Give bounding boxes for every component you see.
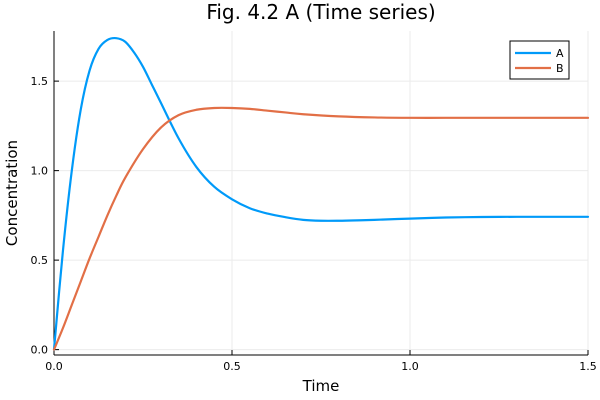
x-tick-label: 0.0	[45, 360, 63, 373]
y-tick-label: 0.5	[31, 254, 49, 267]
series-line-a	[52, 36, 590, 351]
y-tick-label: 1.5	[31, 75, 49, 88]
legend-label-b: B	[556, 62, 564, 75]
y-axis-label: Concentration	[3, 140, 21, 246]
axes	[53, 31, 588, 356]
x-ticks: 0.0 0.5 1.0 1.5	[45, 350, 597, 373]
x-tick-label: 0.5	[223, 360, 241, 373]
y-tick-label: 1.0	[31, 165, 49, 178]
y-ticks: 0.0 0.5 1.0 1.5	[31, 75, 59, 357]
y-tick-label: 0.0	[31, 344, 49, 357]
x-tick-label: 1.0	[401, 360, 419, 373]
legend: A B	[509, 40, 570, 80]
x-tick-label: 1.5	[579, 360, 597, 373]
legend-box	[509, 40, 570, 80]
legend-label-a: A	[556, 47, 564, 60]
x-axis-label: Time	[302, 377, 340, 395]
chart-title: Fig. 4.2 A (Time series)	[206, 0, 435, 24]
series	[52, 36, 590, 351]
series-line-b	[52, 106, 590, 351]
grid	[53, 31, 589, 355]
